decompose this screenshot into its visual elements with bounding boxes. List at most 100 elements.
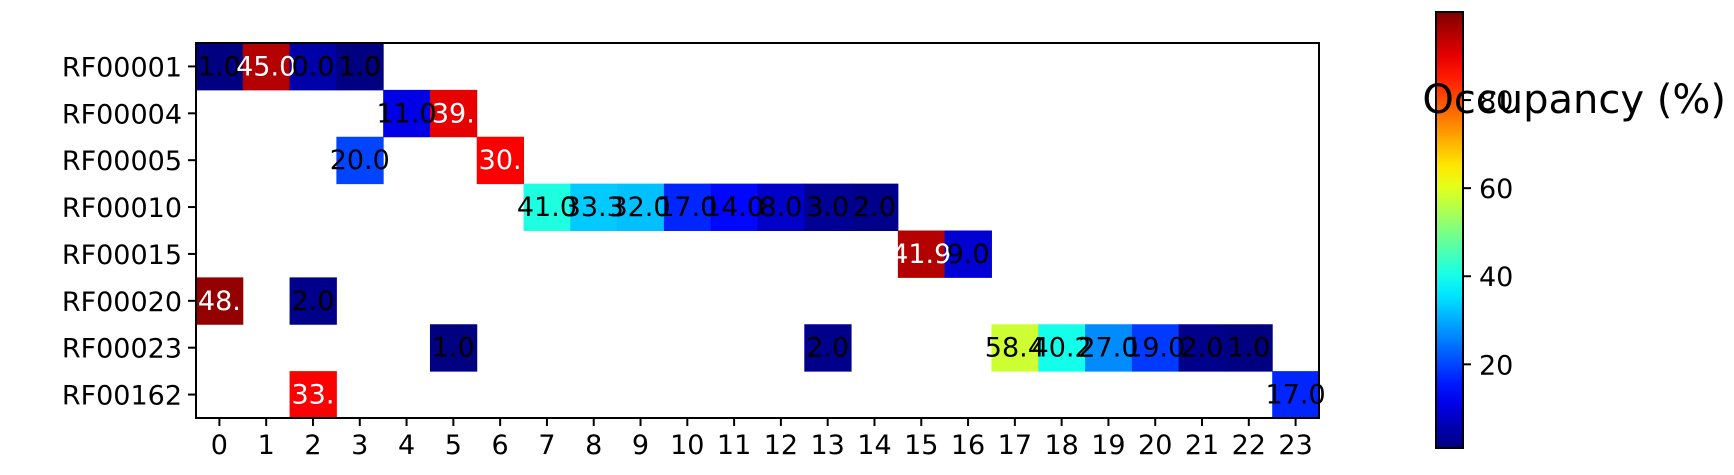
heatmap-cell (617, 183, 665, 231)
plot-frame (195, 42, 1320, 419)
cell-value-label: 33. (292, 380, 335, 411)
x-tick-label: 14 (857, 430, 891, 461)
cell-value-label: 48. (198, 286, 241, 317)
colorbar-tick-label: 40 (1479, 262, 1513, 293)
x-tick-label: 16 (951, 430, 985, 461)
x-tick-label: 19 (1091, 430, 1125, 461)
heatmap-cell (663, 183, 712, 231)
cell-value-label: 17.0 (657, 192, 717, 223)
heatmap-cell (196, 277, 244, 325)
cell-value-label: 39. (432, 98, 475, 129)
cell-value-label: 33.3 (564, 192, 624, 223)
y-tick-label: RF00020 (62, 287, 182, 318)
x-tick-label: 17 (998, 430, 1032, 461)
x-tick-label: 13 (811, 430, 845, 461)
heatmap-cell (429, 89, 478, 138)
x-tick-label: 1 (258, 430, 275, 461)
colorbar-gradient (1435, 11, 1464, 449)
heatmap-cell (523, 183, 571, 231)
heatmap-cell (1272, 371, 1320, 419)
heatmap-cell (429, 324, 478, 372)
cell-value-label: 14.0 (704, 192, 764, 223)
colorbar-ticks: 20 40 60 80 (1463, 86, 1513, 381)
cell-value-label: 58.4 (985, 333, 1045, 364)
x-tick-label: 11 (717, 430, 751, 461)
heatmap-cell (336, 136, 384, 185)
heatmap-cell (757, 183, 805, 231)
heatmap-cell (196, 43, 244, 91)
heatmap-cell (710, 183, 758, 231)
heatmap-cell (242, 43, 291, 91)
cell-value-label: 1.0 (1227, 333, 1270, 364)
x-tick-label: 21 (1185, 430, 1219, 461)
cell-value-label: 30. (479, 145, 522, 176)
y-tick-label: RF00001 (62, 52, 182, 83)
x-axis: 0 1 2 3 4 5 6 7 8 9 10 11 12 13 14 15 16 17 18 19 20 21 22 23 (211, 418, 1313, 461)
heatmap-cell (804, 324, 852, 372)
cell-value-label: 41.9 (891, 239, 951, 270)
y-axis: RF00001 RF00004 RF00005 RF00010 RF00015 RF000… (62, 52, 196, 412)
cell-value-label: 1.0 (198, 51, 241, 82)
heatmap-cell (991, 324, 1039, 372)
heatmap-cell (1178, 324, 1226, 372)
cell-value-label: 9.0 (947, 239, 990, 270)
colorbar-label: Occupancy (%) (1422, 77, 1726, 123)
heatmap-cell (289, 43, 337, 91)
y-tick-label: RF00015 (62, 240, 182, 271)
x-tick-label: 22 (1232, 430, 1266, 461)
heatmap-cell-labels: 1.045.00.0 1.011.039.20.0 30.41.033.332.01… (198, 51, 1326, 410)
y-tick-label: RF00005 (62, 146, 182, 177)
x-tick-label: 8 (585, 430, 602, 461)
cell-value-label: 2.0 (1181, 333, 1224, 364)
colorbar-tick-label: 60 (1479, 174, 1513, 205)
heatmap-cell (383, 89, 431, 138)
heatmap-cell (944, 230, 992, 278)
cell-value-label: 3.0 (806, 192, 849, 223)
x-tick-label: 15 (904, 430, 938, 461)
x-tick-label: 10 (670, 430, 704, 461)
heatmap-cell (1085, 324, 1133, 372)
x-tick-label: 2 (304, 430, 321, 461)
cell-value-label: 45.0 (236, 51, 296, 82)
heatmap-cell (289, 277, 337, 325)
x-tick-label: 9 (632, 430, 649, 461)
heatmap-cells (196, 43, 1320, 419)
x-tick-label: 12 (764, 430, 798, 461)
cell-value-label: 1.0 (338, 51, 381, 82)
heatmap-cell (476, 136, 525, 185)
cell-value-label: 19.0 (1125, 333, 1185, 364)
x-tick-label: 23 (1278, 430, 1312, 461)
x-tick-label: 6 (492, 430, 509, 461)
cell-value-label: 20.0 (330, 145, 390, 176)
y-tick-label: RF00162 (62, 381, 182, 412)
heatmap-cell (804, 183, 852, 231)
x-tick-label: 3 (351, 430, 368, 461)
y-tick-label: RF00023 (62, 334, 182, 365)
colorbar-tick-label: 20 (1479, 350, 1513, 381)
cell-value-label: 41.0 (517, 192, 577, 223)
heatmap-cell (1038, 324, 1086, 372)
y-tick-label: RF00004 (62, 99, 182, 130)
cell-value-label: 27.0 (1078, 333, 1138, 364)
colorbar: 20 40 60 80 Occupancy (%) (1422, 11, 1726, 449)
heatmap-cell (1131, 324, 1180, 372)
cell-value-label: 2.0 (853, 192, 896, 223)
heatmap-cell (851, 183, 899, 231)
heatmap-cell (289, 371, 337, 419)
x-tick-label: 18 (1044, 430, 1078, 461)
colorbar-tick-label: 80 (1479, 86, 1513, 117)
heatmap-cell (1225, 324, 1273, 372)
cell-value-label: 11.0 (377, 98, 437, 129)
heatmap-cell (897, 230, 946, 278)
x-tick-label: 20 (1138, 430, 1172, 461)
y-tick-label: RF00010 (62, 193, 182, 224)
cell-value-label: 2.0 (806, 333, 849, 364)
cell-value-label: 8.0 (759, 192, 802, 223)
cell-value-label: 2.0 (292, 286, 335, 317)
cell-value-label: 0.0 (292, 51, 335, 82)
cell-value-label: 1.0 (432, 333, 475, 364)
x-tick-label: 5 (445, 430, 462, 461)
heatmap-cell (336, 43, 384, 91)
x-tick-label: 7 (538, 430, 555, 461)
